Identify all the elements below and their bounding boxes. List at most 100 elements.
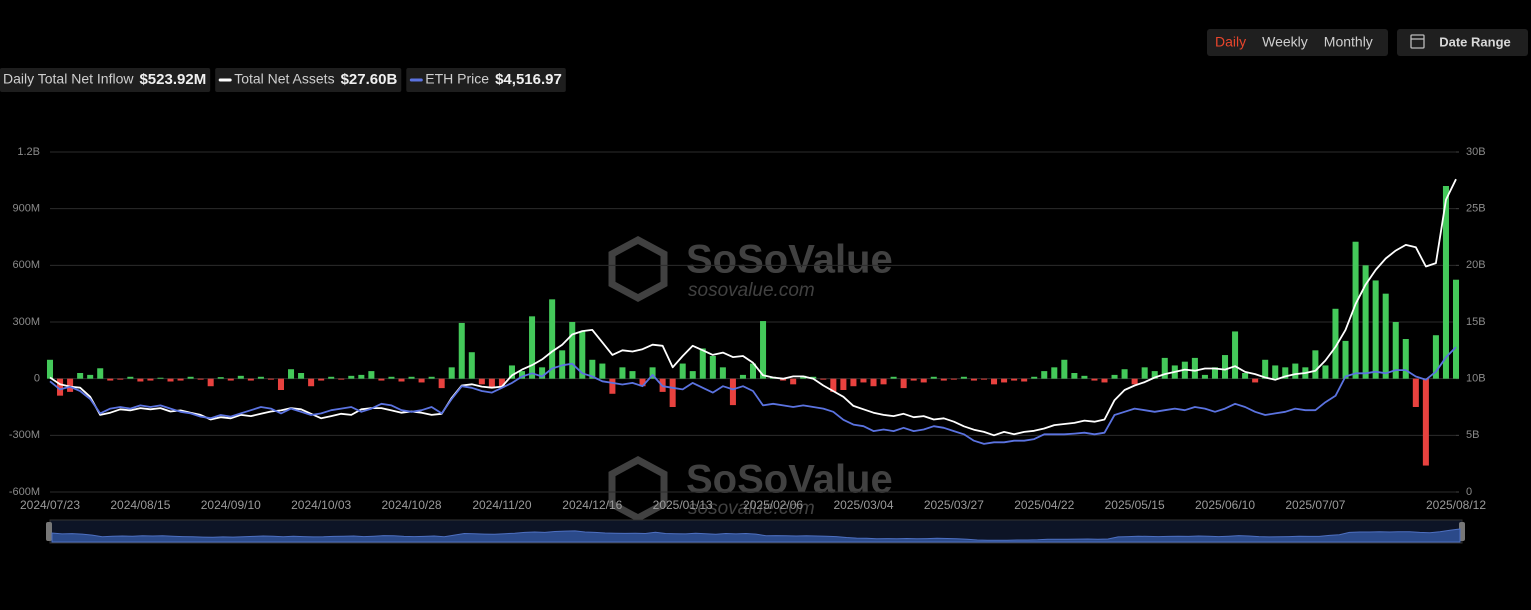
legend-label: ETH Price [425,71,489,87]
x-tick-label: 2025/05/15 [1105,498,1165,512]
x-tick-label: 2024/07/23 [20,498,80,512]
inflow-bar [167,378,174,382]
inflow-bar [67,378,74,392]
period-switch [1207,29,1388,56]
watermark-url: sosovalue.com [688,280,815,301]
inflow-bar [1422,378,1429,466]
inflow-bar [458,322,465,379]
inflow-bar [408,376,415,379]
navigator-area [51,528,1461,543]
y-tick-label: 900M [12,203,40,215]
x-tick-label: 2025/07/07 [1285,498,1345,512]
inflow-bar [1101,378,1108,383]
inflow-bar [1352,241,1359,379]
inflow-bar [338,378,345,380]
inflow-bar [247,378,254,381]
inflow-bar [488,378,495,389]
period-button[interactable]: Weekly [1262,34,1308,50]
x-tick-label: 2024/10/03 [291,498,351,512]
inflow-bar [719,367,726,379]
inflow-bar [1382,293,1389,379]
inflow-bar [237,375,244,379]
inflow-bar [609,378,616,394]
watermark: SoSoValue sosovalue.com SoSoValue sosova… [608,236,893,522]
inflow-bar [1222,355,1229,379]
y-tick-label: 0 [34,373,40,385]
inflow-bar [418,378,425,383]
inflow-bar [1412,378,1419,407]
inflow-bar [950,378,957,380]
inflow-bar [1322,365,1329,379]
inflow-bar [1402,339,1409,379]
inflow-bar [1091,378,1098,381]
inflow-bar [850,378,857,387]
legend-item: Total Net Assets $27.60B [215,68,402,92]
inflow-bar [830,378,837,392]
inflow-bar [227,378,234,381]
date-range-label[interactable]: Date Range [1439,34,1511,49]
inflow-bar [619,367,626,379]
inflow-bar [1452,279,1460,379]
period-button[interactable]: Monthly [1324,34,1373,50]
inflow-bar [368,371,375,379]
x-tick-label: 2024/08/15 [110,498,170,512]
watermark-url: sosovalue.com [688,498,815,519]
y2-tick-label: 0 [1466,486,1472,498]
y2-tick-label: 15B [1466,316,1486,328]
period-buttons: Daily Weekly Monthly [1215,34,1373,50]
y2-tick-label: 30B [1466,146,1486,158]
inflow-bar [378,378,385,381]
inflow-bar [860,378,867,383]
inflow-bar [920,378,927,383]
inflow-bar [358,374,365,379]
inflow-bar [890,376,897,379]
inflow-bar [87,374,94,379]
inflow-bar [277,378,284,390]
inflow-bar [1392,322,1399,379]
inflow-bar [960,376,967,379]
inflow-bar [1252,378,1259,383]
y-tick-label: 600M [12,259,40,271]
legend-label: Daily Total Net Inflow [3,71,134,87]
inflow-bar [1312,350,1319,379]
inflow-bar [549,299,556,379]
inflow-bar [1111,374,1118,379]
inflow-bar [257,376,264,379]
inflow-bar [77,373,84,379]
series-line [49,346,1457,445]
legend-label: Total Net Assets [234,71,334,87]
inflow-bar [1282,367,1289,379]
x-tick-label: 2024/12/16 [562,498,622,512]
calendar-icon [1410,34,1425,49]
watermark-name: SoSoValue [686,458,893,502]
inflow-bar [639,378,646,387]
inflow-bar [107,378,114,381]
navigator-handle[interactable] [46,522,52,541]
inflow-bar [749,363,757,379]
inflow-bar [117,378,124,380]
inflow-bar [599,363,606,379]
legend-box [215,68,402,92]
date-range-button[interactable] [1397,29,1528,56]
inflow-bar [318,378,325,381]
inflow-bar [1432,335,1439,379]
inflow-bar [1342,340,1349,379]
inflow-bar [438,378,445,389]
inflow-bar [519,371,526,379]
inflow-bar [428,376,435,379]
inflow-bar [760,321,767,379]
period-button[interactable]: Daily [1215,34,1246,50]
inflow-bar [1372,280,1379,379]
inflow-bar [810,376,817,379]
legend-item: Daily Total Net Inflow $523.92M [0,68,211,92]
inflow-bar [498,378,505,387]
inflow-bar [1232,331,1239,379]
inflow-bar [1262,359,1269,379]
inflow-bar [1442,186,1449,379]
x-tick-label: 2024/09/10 [201,498,261,512]
inflow-bar [147,378,154,381]
inflow-bar [46,359,54,379]
inflow-bar [1001,378,1008,383]
